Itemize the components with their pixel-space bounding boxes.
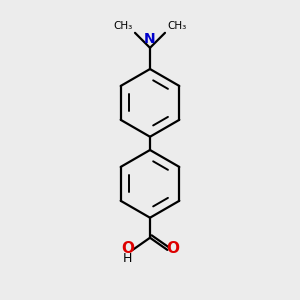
Text: O: O: [166, 241, 179, 256]
Text: N: N: [144, 32, 156, 46]
Text: CH₃: CH₃: [113, 21, 133, 32]
Text: O: O: [121, 241, 134, 256]
Text: CH₃: CH₃: [167, 21, 187, 32]
Text: H: H: [123, 252, 132, 265]
